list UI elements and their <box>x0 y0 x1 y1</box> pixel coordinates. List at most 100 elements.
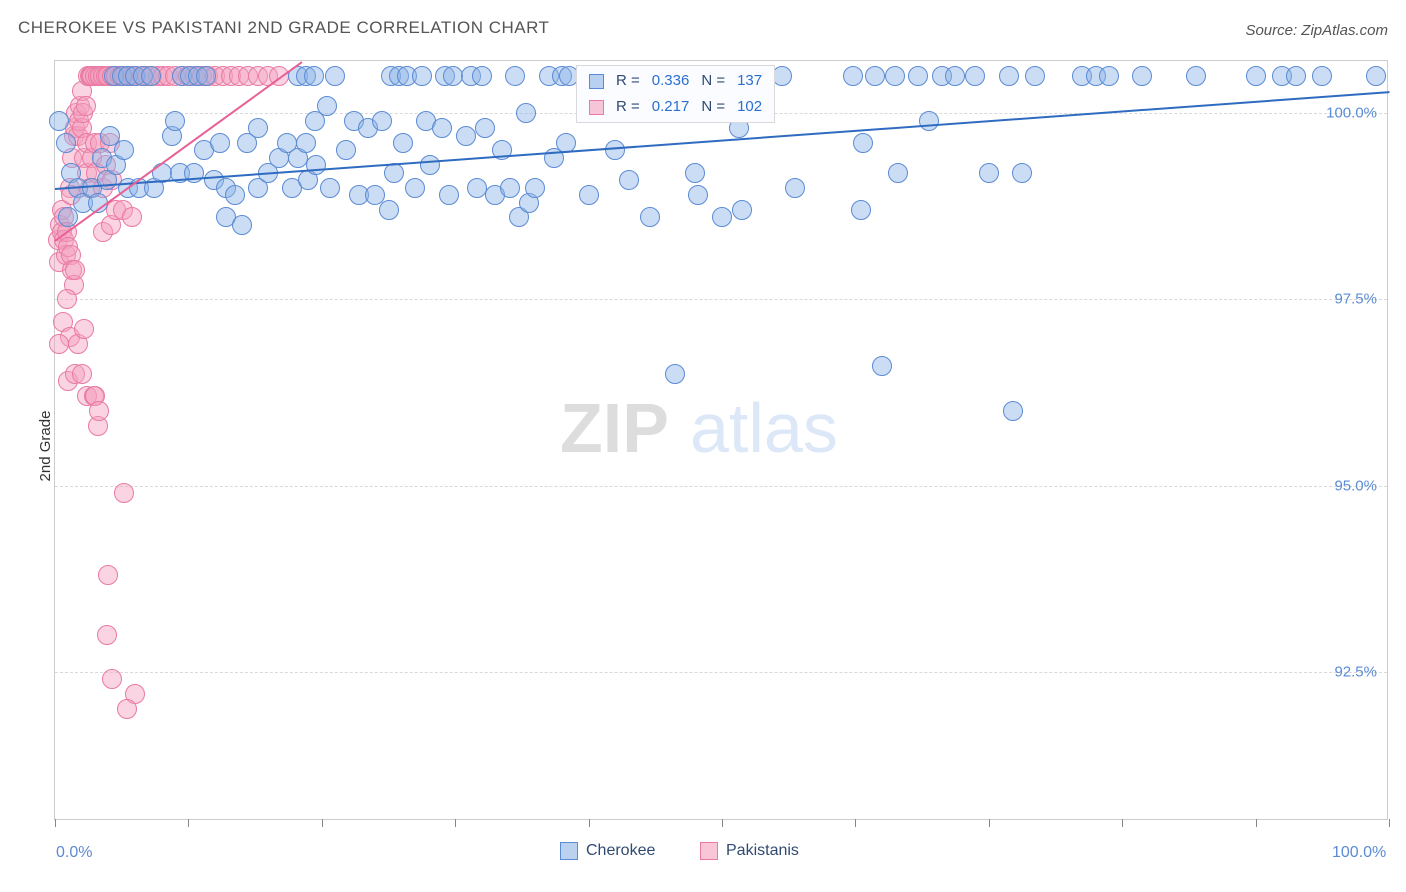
y-tick-label: 100.0% <box>1326 105 1377 122</box>
cherokee-point <box>49 111 69 131</box>
legend-swatch <box>700 842 718 860</box>
stats-n-value: 102 <box>731 94 768 120</box>
cherokee-point <box>1246 66 1266 86</box>
cherokee-point <box>439 185 459 205</box>
cherokee-point <box>979 163 999 183</box>
cherokee-point <box>248 118 268 138</box>
stats-n-label: N = <box>695 94 731 120</box>
cherokee-point <box>712 207 732 227</box>
pakistanis-point <box>89 401 109 421</box>
pakistanis-point <box>65 260 85 280</box>
cherokee-point <box>1312 66 1332 86</box>
cherokee-point <box>114 140 134 160</box>
cherokee-point <box>865 66 885 86</box>
pakistanis-point <box>98 565 118 585</box>
pakistanis-point <box>57 289 77 309</box>
cherokee-point <box>685 163 705 183</box>
x-tick <box>1122 819 1123 827</box>
chart-title: CHEROKEE VS PAKISTANI 2ND GRADE CORRELAT… <box>18 18 549 38</box>
cherokee-point <box>210 133 230 153</box>
cherokee-point <box>605 140 625 160</box>
x-tick <box>589 819 590 827</box>
cherokee-point <box>885 66 905 86</box>
cherokee-point <box>872 356 892 376</box>
x-tick <box>855 819 856 827</box>
cherokee-point <box>688 185 708 205</box>
grid-line <box>55 299 1387 300</box>
cherokee-point <box>405 178 425 198</box>
cherokee-point <box>505 66 525 86</box>
legend-swatch <box>560 842 578 860</box>
cherokee-point <box>851 200 871 220</box>
pakistanis-point <box>102 669 122 689</box>
pakistanis-point <box>114 483 134 503</box>
x-axis-label-left: 0.0% <box>56 844 92 862</box>
y-tick-label: 97.5% <box>1334 291 1377 308</box>
stats-r-label: R = <box>610 68 646 94</box>
cherokee-point <box>1286 66 1306 86</box>
cherokee-point <box>296 133 316 153</box>
cherokee-point <box>843 66 863 86</box>
pakistanis-point <box>72 364 92 384</box>
cherokee-point <box>785 178 805 198</box>
legend-item: Pakistanis <box>700 842 799 860</box>
cherokee-point <box>965 66 985 86</box>
cherokee-point <box>999 66 1019 86</box>
cherokee-point <box>1366 66 1386 86</box>
x-tick <box>1256 819 1257 827</box>
x-tick <box>55 819 56 827</box>
cherokee-point <box>420 155 440 175</box>
y-tick-label: 92.5% <box>1334 663 1377 680</box>
cherokee-point <box>640 207 660 227</box>
x-tick <box>455 819 456 827</box>
cherokee-point <box>141 66 161 86</box>
cherokee-point <box>317 96 337 116</box>
cherokee-point <box>1132 66 1152 86</box>
cherokee-point <box>225 185 245 205</box>
x-tick <box>188 819 189 827</box>
cherokee-point <box>853 133 873 153</box>
x-tick <box>989 819 990 827</box>
cherokee-point <box>1003 401 1023 421</box>
cherokee-point <box>432 118 452 138</box>
stats-r-value: 0.217 <box>646 94 696 120</box>
cherokee-point <box>304 66 324 86</box>
stats-swatch <box>589 100 604 115</box>
stats-box: R =0.336N =137R =0.217N =102 <box>576 65 775 123</box>
cherokee-point <box>1012 163 1032 183</box>
legend-label: Cherokee <box>586 842 655 860</box>
cherokee-point <box>665 364 685 384</box>
cherokee-point <box>325 66 345 86</box>
cherokee-point <box>945 66 965 86</box>
pakistanis-point <box>122 207 142 227</box>
cherokee-point <box>619 170 639 190</box>
cherokee-point <box>412 66 432 86</box>
stats-r-label: R = <box>610 94 646 120</box>
cherokee-point <box>320 178 340 198</box>
x-axis-label-right: 100.0% <box>1332 844 1386 862</box>
cherokee-point <box>908 66 928 86</box>
cherokee-point <box>525 178 545 198</box>
cherokee-point <box>516 103 536 123</box>
cherokee-point <box>56 133 76 153</box>
cherokee-point <box>579 185 599 205</box>
cherokee-point <box>467 178 487 198</box>
cherokee-point <box>372 111 392 131</box>
stats-n-value: 137 <box>731 68 768 94</box>
legend-item: Cherokee <box>560 842 655 860</box>
stats-swatch <box>589 74 604 89</box>
cherokee-point <box>336 140 356 160</box>
legend-label: Pakistanis <box>726 842 799 860</box>
x-tick <box>722 819 723 827</box>
grid-line <box>55 486 1387 487</box>
cherokee-point <box>500 178 520 198</box>
cherokee-point <box>196 66 216 86</box>
cherokee-point <box>1186 66 1206 86</box>
cherokee-point <box>919 111 939 131</box>
cherokee-point <box>888 163 908 183</box>
cherokee-point <box>165 111 185 131</box>
scatter-plot-area: 92.5%95.0%97.5%100.0% <box>54 60 1388 820</box>
cherokee-point <box>1025 66 1045 86</box>
x-tick <box>322 819 323 827</box>
grid-line <box>55 672 1387 673</box>
